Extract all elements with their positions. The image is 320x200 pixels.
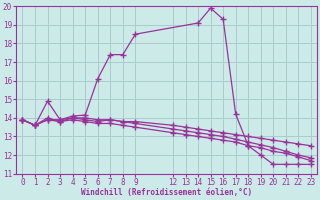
X-axis label: Windchill (Refroidissement éolien,°C): Windchill (Refroidissement éolien,°C) — [81, 188, 252, 197]
